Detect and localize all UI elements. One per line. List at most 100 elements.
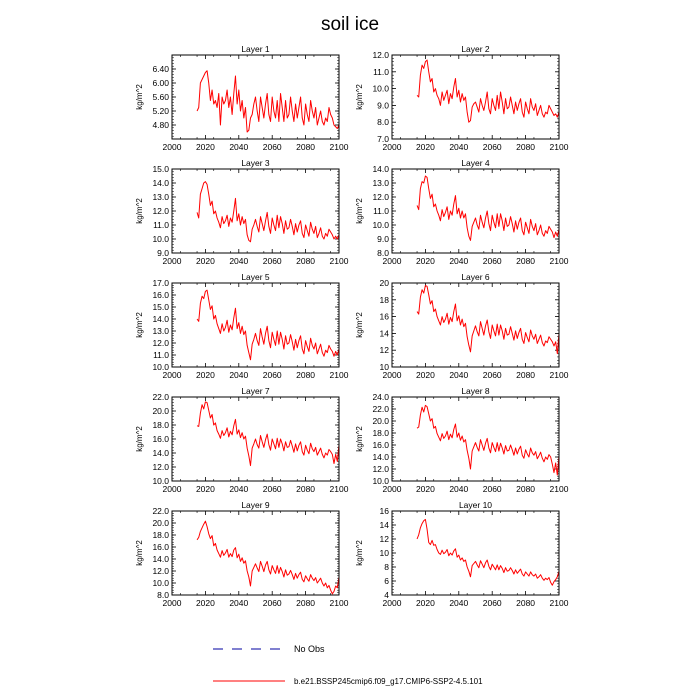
x-tick-label: 2060 bbox=[263, 598, 282, 608]
y-tick-label: 12.0 bbox=[152, 566, 169, 576]
x-tick-label: 2020 bbox=[196, 256, 215, 266]
y-tick-label: 13.0 bbox=[152, 192, 169, 202]
x-tick-label: 2100 bbox=[550, 256, 569, 266]
y-tick-label: 6.00 bbox=[152, 78, 169, 88]
y-tick-label: 20.0 bbox=[152, 406, 169, 416]
x-tick-label: 2020 bbox=[196, 484, 215, 494]
y-tick-label: 5.20 bbox=[152, 106, 169, 116]
x-tick-label: 2100 bbox=[330, 370, 349, 380]
chart-panel-layer-5: Layer 5 2000 2020 2040 2060 2080 2100 10.0 11.0 1… bbox=[135, 272, 349, 380]
y-tick-label: 11.0 bbox=[153, 220, 169, 230]
y-axis-label: kg/m^2 bbox=[355, 312, 364, 338]
y-tick-label: 20 bbox=[380, 278, 390, 288]
y-tick-label: 10 bbox=[380, 362, 390, 372]
x-tick-label: 2000 bbox=[163, 370, 182, 380]
x-tick-label: 2100 bbox=[330, 256, 349, 266]
y-tick-label: 12.0 bbox=[152, 462, 169, 472]
y-tick-label: 15.0 bbox=[152, 302, 169, 312]
y-axis-label: kg/m^2 bbox=[135, 312, 144, 338]
panel-title: Layer 3 bbox=[241, 158, 270, 168]
x-tick-label: 2100 bbox=[550, 370, 569, 380]
panel-title: Layer 1 bbox=[241, 44, 270, 54]
y-tick-label: 7.0 bbox=[377, 134, 389, 144]
plot-frame bbox=[171, 510, 340, 596]
legend-model-label: b.e21.BSSP245cmip6.f09_g17.CMIP6-SSP2-4.… bbox=[294, 677, 483, 686]
y-tick-label: 8 bbox=[384, 562, 389, 572]
x-tick-label: 2040 bbox=[449, 142, 468, 152]
x-tick-label: 2060 bbox=[483, 370, 502, 380]
x-tick-label: 2020 bbox=[196, 598, 215, 608]
y-tick-label: 17.0 bbox=[152, 278, 169, 288]
chart-panel-layer-8: Layer 8 2000 2020 2040 2060 2080 2100 10.0 12.0 1… bbox=[355, 386, 569, 494]
chart-panel-layer-10: Layer 10 2000 2020 2040 2060 2080 2100 4 6 8 10 12 1… bbox=[355, 500, 569, 608]
y-axis-label: kg/m^2 bbox=[135, 84, 144, 110]
plot-frame bbox=[391, 282, 560, 368]
x-tick-label: 2080 bbox=[516, 598, 535, 608]
x-tick-label: 2040 bbox=[229, 142, 248, 152]
y-tick-label: 18 bbox=[380, 295, 390, 305]
x-tick-label: 2020 bbox=[416, 598, 435, 608]
y-tick-label: 14.0 bbox=[152, 314, 169, 324]
y-tick-label: 12.0 bbox=[152, 206, 169, 216]
x-tick-label: 2060 bbox=[263, 370, 282, 380]
y-tick-label: 20.0 bbox=[372, 416, 389, 426]
y-tick-label: 22.0 bbox=[372, 404, 389, 414]
x-tick-label: 2040 bbox=[449, 598, 468, 608]
x-tick-label: 2080 bbox=[296, 142, 315, 152]
x-tick-label: 2000 bbox=[163, 484, 182, 494]
x-tick-label: 2080 bbox=[296, 598, 315, 608]
y-tick-label: 11.0 bbox=[153, 350, 169, 360]
y-tick-label: 10.0 bbox=[372, 220, 389, 230]
x-tick-label: 2020 bbox=[196, 370, 215, 380]
chart-panel-layer-1: Layer 1 2000 2020 2040 2060 2080 2100 4.80 5.20 5… bbox=[135, 44, 349, 152]
x-tick-label: 2080 bbox=[296, 256, 315, 266]
x-tick-label: 2000 bbox=[383, 370, 402, 380]
y-tick-label: 24.0 bbox=[372, 392, 389, 402]
y-tick-label: 14.0 bbox=[152, 178, 169, 188]
chart-panel-layer-9: Layer 9 2000 2020 2040 2060 2080 2100 8.0 10.0 12… bbox=[135, 500, 349, 608]
x-tick-label: 2000 bbox=[383, 256, 402, 266]
chart-panel-layer-2: Layer 2 2000 2020 2040 2060 2080 2100 7.0 8.0 9.0… bbox=[355, 44, 569, 152]
y-tick-label: 16 bbox=[380, 312, 390, 322]
y-tick-label: 12.0 bbox=[372, 50, 389, 60]
panel-title: Layer 4 bbox=[461, 158, 490, 168]
x-tick-label: 2020 bbox=[196, 142, 215, 152]
plot-frame bbox=[171, 168, 340, 254]
y-tick-label: 14.0 bbox=[372, 164, 389, 174]
y-tick-label: 10.0 bbox=[152, 362, 169, 372]
plot-frame bbox=[391, 168, 560, 254]
y-tick-label: 4 bbox=[384, 590, 389, 600]
y-tick-label: 5.60 bbox=[152, 92, 169, 102]
x-tick-label: 2060 bbox=[483, 256, 502, 266]
x-tick-label: 2040 bbox=[449, 370, 468, 380]
y-tick-label: 16.0 bbox=[152, 290, 169, 300]
y-tick-label: 12.0 bbox=[372, 464, 389, 474]
y-tick-label: 14.0 bbox=[372, 452, 389, 462]
x-tick-label: 2040 bbox=[229, 484, 248, 494]
chart-panel-layer-4: Layer 4 2000 2020 2040 2060 2080 2100 8.0 9.0 10.… bbox=[355, 158, 569, 266]
panel-title: Layer 7 bbox=[241, 386, 270, 396]
y-axis-label: kg/m^2 bbox=[355, 426, 364, 452]
x-tick-label: 2020 bbox=[416, 484, 435, 494]
plot-frame bbox=[171, 54, 340, 140]
plot-frame bbox=[171, 396, 340, 482]
y-tick-label: 9.0 bbox=[377, 234, 389, 244]
y-tick-label: 13.0 bbox=[152, 326, 169, 336]
y-axis-label: kg/m^2 bbox=[135, 540, 144, 566]
y-tick-label: 9.0 bbox=[157, 248, 169, 258]
x-tick-label: 2000 bbox=[163, 256, 182, 266]
panel-title: Layer 6 bbox=[461, 272, 490, 282]
series-line bbox=[196, 520, 340, 595]
series-line bbox=[416, 404, 560, 476]
y-tick-label: 14.0 bbox=[152, 448, 169, 458]
series-line bbox=[196, 401, 340, 467]
y-tick-label: 16.0 bbox=[152, 542, 169, 552]
y-axis-label: kg/m^2 bbox=[355, 198, 364, 224]
x-tick-label: 2040 bbox=[229, 256, 248, 266]
y-tick-label: 11.0 bbox=[373, 206, 389, 216]
panel-title: Layer 2 bbox=[461, 44, 490, 54]
y-axis-label: kg/m^2 bbox=[355, 84, 364, 110]
y-tick-label: 8.0 bbox=[377, 117, 389, 127]
x-tick-label: 2060 bbox=[483, 484, 502, 494]
y-tick-label: 11.0 bbox=[373, 67, 389, 77]
